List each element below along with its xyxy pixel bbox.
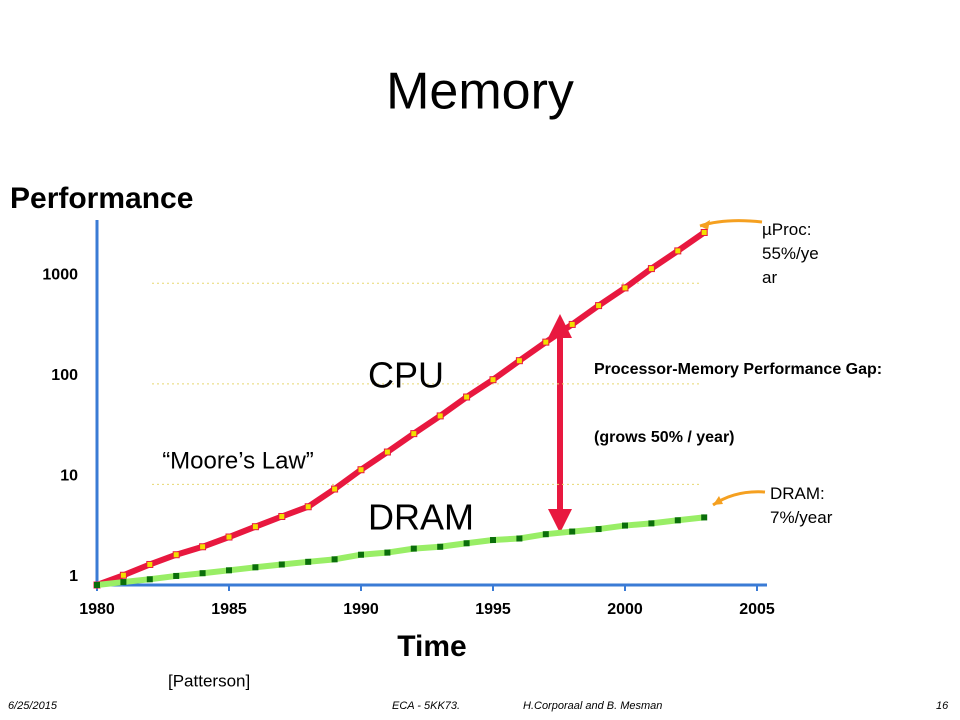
y-tick-label: 1 (69, 568, 78, 585)
footer-page: 16 (936, 700, 949, 712)
data-point (331, 556, 338, 563)
data-point (647, 265, 655, 273)
data-point (621, 284, 629, 292)
data-point (226, 567, 232, 574)
callout-arrowhead (700, 220, 710, 230)
data-point (278, 561, 285, 568)
data-point (489, 376, 497, 384)
data-point (463, 393, 471, 401)
data-point (516, 535, 523, 542)
x-tick-label: 1980 (79, 601, 115, 618)
series-label: DRAM (368, 497, 474, 538)
data-point (568, 320, 576, 328)
data-point (119, 571, 127, 579)
footer-course: ECA - 5KK73. (392, 700, 460, 712)
data-point (595, 302, 603, 310)
data-point (542, 338, 550, 346)
data-point (331, 485, 339, 493)
annotation: Processor-Memory Performance Gap: (594, 361, 882, 378)
series-line (95, 230, 706, 588)
data-point (463, 540, 470, 547)
x-tick-label: 2000 (607, 601, 643, 618)
annotation: “Moore’s Law” (162, 447, 314, 474)
y-tick-label: 1000 (42, 267, 78, 284)
series-line (96, 514, 705, 588)
footer-date: 6/25/2015 (8, 700, 58, 712)
data-point (595, 526, 602, 533)
data-point (569, 528, 576, 535)
data-point (674, 517, 681, 524)
y-tick-label: 10 (60, 468, 78, 485)
data-point (700, 228, 708, 236)
data-point (173, 572, 180, 579)
data-point (490, 537, 496, 544)
data-point (357, 466, 365, 474)
annotation: µProc: 55%/year (762, 220, 819, 287)
data-point (410, 430, 418, 438)
data-point (94, 582, 100, 588)
data-point (225, 533, 233, 541)
annotation: DRAM: 7%/year (770, 484, 833, 527)
data-point (383, 448, 391, 456)
x-tick-label: 1985 (211, 601, 247, 618)
data-point (622, 522, 628, 529)
data-point (199, 543, 207, 551)
data-point (358, 551, 364, 558)
data-point (146, 560, 154, 568)
data-point (674, 247, 682, 255)
x-tick-label: 2005 (739, 601, 775, 618)
data-point (542, 531, 549, 538)
data-point (304, 503, 312, 511)
data-point (515, 357, 523, 365)
data-point (384, 549, 391, 556)
data-point (410, 545, 417, 552)
series-label: CPU (368, 355, 444, 396)
data-point (172, 551, 180, 559)
data-point (146, 576, 153, 583)
data-point (278, 512, 286, 520)
annotation: [Patterson] (168, 671, 250, 690)
y-tick-label: 100 (51, 367, 78, 384)
x-axis-label: Time (397, 630, 466, 663)
chart-title: Memory (386, 63, 574, 121)
data-point (199, 570, 206, 577)
data-point (701, 514, 708, 521)
footer-authors: H.Corporaal and B. Mesman (523, 700, 662, 712)
data-point (305, 558, 312, 565)
data-point (251, 523, 259, 531)
data-point (436, 412, 444, 420)
data-point (648, 520, 655, 527)
x-tick-label: 1995 (475, 601, 511, 618)
x-tick-label: 1990 (343, 601, 379, 618)
data-point (252, 564, 259, 571)
data-point (437, 543, 444, 550)
callout-arrowhead (713, 496, 723, 505)
y-axis-label: Performance (10, 182, 193, 215)
annotation: (grows 50% / year) (594, 429, 735, 446)
data-point (120, 579, 127, 586)
